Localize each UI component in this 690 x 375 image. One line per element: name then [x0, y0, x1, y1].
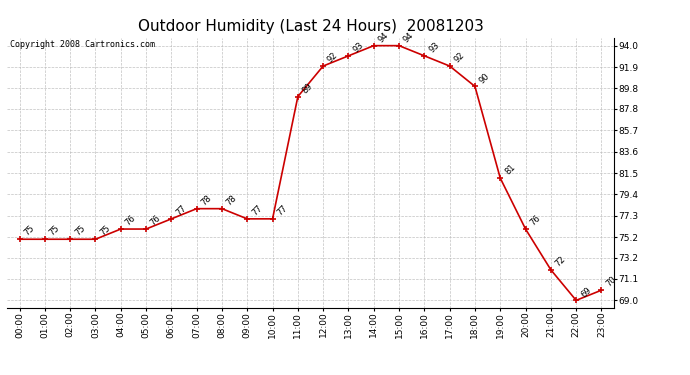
Text: 70: 70	[604, 275, 618, 289]
Text: 75: 75	[73, 224, 87, 238]
Text: 78: 78	[199, 194, 213, 207]
Text: 76: 76	[529, 214, 542, 228]
Text: 90: 90	[477, 71, 491, 85]
Text: 92: 92	[326, 51, 339, 64]
Text: 94: 94	[402, 30, 415, 44]
Text: 93: 93	[427, 40, 441, 54]
Text: 89: 89	[301, 81, 315, 95]
Text: 75: 75	[22, 224, 36, 238]
Text: 75: 75	[48, 224, 61, 238]
Text: 72: 72	[553, 255, 567, 268]
Text: Outdoor Humidity (Last 24 Hours)  20081203: Outdoor Humidity (Last 24 Hours) 2008120…	[137, 19, 484, 34]
Text: 77: 77	[174, 204, 188, 218]
Text: 78: 78	[225, 194, 239, 207]
Text: 93: 93	[351, 40, 365, 54]
Text: 81: 81	[503, 163, 517, 177]
Text: 94: 94	[377, 30, 391, 44]
Text: Copyright 2008 Cartronics.com: Copyright 2008 Cartronics.com	[10, 40, 155, 49]
Text: 69: 69	[579, 285, 593, 299]
Text: 75: 75	[98, 224, 112, 238]
Text: 76: 76	[149, 214, 163, 228]
Text: 76: 76	[124, 214, 137, 228]
Text: 77: 77	[275, 204, 289, 218]
Text: 92: 92	[453, 51, 466, 64]
Text: 77: 77	[250, 204, 264, 218]
